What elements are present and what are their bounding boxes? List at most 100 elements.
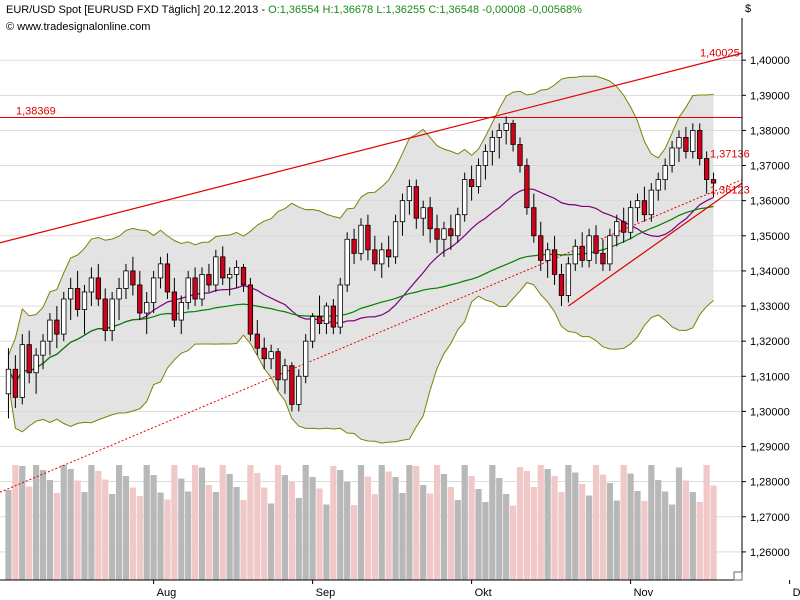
y-tick-label: 1,38000 <box>750 125 790 137</box>
x-tick-label: Sep <box>316 587 336 599</box>
candle-up <box>690 129 696 152</box>
candle-up <box>379 249 385 265</box>
volume-bar <box>613 500 620 580</box>
candle-up <box>116 288 122 300</box>
candle-down <box>254 333 260 349</box>
volume-bar <box>433 465 441 580</box>
candle-up <box>323 305 330 324</box>
instrument-title: EUR/USD Spot [EURUSD FXD Täglich] 20.12.… <box>6 4 266 16</box>
volume-bar <box>648 465 655 580</box>
candle-down <box>551 249 558 275</box>
volume-bar <box>371 494 378 580</box>
volume-bar <box>392 477 399 580</box>
candles <box>5 116 717 419</box>
volume-bar <box>60 465 67 580</box>
volume-bar <box>309 477 316 580</box>
volume-bar <box>668 504 676 580</box>
candle-up <box>420 207 426 219</box>
volume-bar <box>641 501 648 580</box>
candle-down <box>697 129 703 159</box>
candle-up <box>441 228 447 240</box>
volume-bar <box>129 487 136 580</box>
candle-down <box>621 221 627 233</box>
volume-bar <box>572 472 579 580</box>
volume-bar <box>88 465 95 580</box>
y-tick-label: 1,36000 <box>750 196 790 208</box>
volume-bar <box>74 480 81 580</box>
resize-handle[interactable] <box>733 571 743 581</box>
volume-bar <box>32 465 40 580</box>
candle-down <box>524 165 530 209</box>
volume-bar <box>606 483 613 580</box>
volume-bar <box>233 487 240 580</box>
y-tick-label: 1,32000 <box>750 336 790 348</box>
candle-up <box>482 151 489 166</box>
candle-up <box>496 129 502 138</box>
candle-down <box>531 207 537 237</box>
volume-bar <box>399 493 406 580</box>
candle-down <box>240 266 247 286</box>
candle-down <box>365 224 371 251</box>
candle-down <box>448 228 454 237</box>
candle-down <box>468 179 475 187</box>
y-axis: 1,40000 1,39000 1,38000 1,37000 1,36000 1,350… <box>741 18 790 580</box>
candle-up <box>544 249 551 261</box>
x-tick-label: Nov <box>634 587 654 599</box>
change-value: -0,00008 <box>482 4 526 16</box>
y-tick-label: 1,26000 <box>750 547 790 559</box>
volume-bar <box>26 486 33 580</box>
candle-up <box>565 263 572 296</box>
candle-down <box>703 158 710 180</box>
y-tick-label: 1,39000 <box>750 90 790 102</box>
y-tick-label: 1,40000 <box>750 55 790 67</box>
volume-bar <box>696 502 703 580</box>
volume-bar <box>12 465 19 580</box>
candle-down <box>74 288 81 310</box>
candle-down <box>413 186 419 219</box>
candle-down <box>54 319 60 335</box>
currency-symbol: $ <box>745 3 752 15</box>
volume-bar <box>226 474 233 580</box>
y-tick-label: 1,31000 <box>750 371 790 383</box>
volume-bar <box>586 495 593 580</box>
candle-up <box>676 137 682 149</box>
candle-up <box>489 137 495 152</box>
candle-down <box>95 277 101 300</box>
candle-up <box>47 319 53 342</box>
volume-bar <box>689 492 696 580</box>
change-pct-value: -0,00568% <box>528 4 582 16</box>
volume-bar <box>157 492 164 580</box>
volume-bar <box>171 465 178 580</box>
volume-bar <box>5 490 12 580</box>
volume-bar <box>323 504 330 580</box>
volume-bar <box>102 479 109 580</box>
candle-up <box>503 122 509 131</box>
volume-bar <box>655 480 662 580</box>
volume-bar <box>95 471 102 580</box>
volume-bar <box>385 471 392 580</box>
volume-bar <box>337 470 344 580</box>
volume-bar <box>53 493 60 580</box>
price-label: 1,38369 <box>16 105 56 117</box>
candle-down <box>558 274 565 296</box>
volume-bar <box>378 465 385 580</box>
candle-up <box>634 200 641 209</box>
candle-up <box>123 270 129 289</box>
candle-down <box>171 291 178 321</box>
candle-down <box>261 347 267 360</box>
x-tick-label: Aug <box>157 587 177 599</box>
y-tick-label: 1,27000 <box>750 512 790 524</box>
candle-up <box>462 179 468 216</box>
candle-up <box>296 375 302 405</box>
candle-up <box>268 351 274 360</box>
volume-bar <box>350 505 358 580</box>
candle-up <box>586 235 592 261</box>
volume-bar <box>413 466 420 580</box>
open-value: O:1,36554 <box>268 4 320 16</box>
candle-up <box>655 179 661 191</box>
candle-down <box>137 284 143 314</box>
volume-bar <box>240 500 247 580</box>
volume-bar <box>268 503 275 580</box>
support-trendline <box>568 182 743 307</box>
candle-up <box>627 207 634 233</box>
